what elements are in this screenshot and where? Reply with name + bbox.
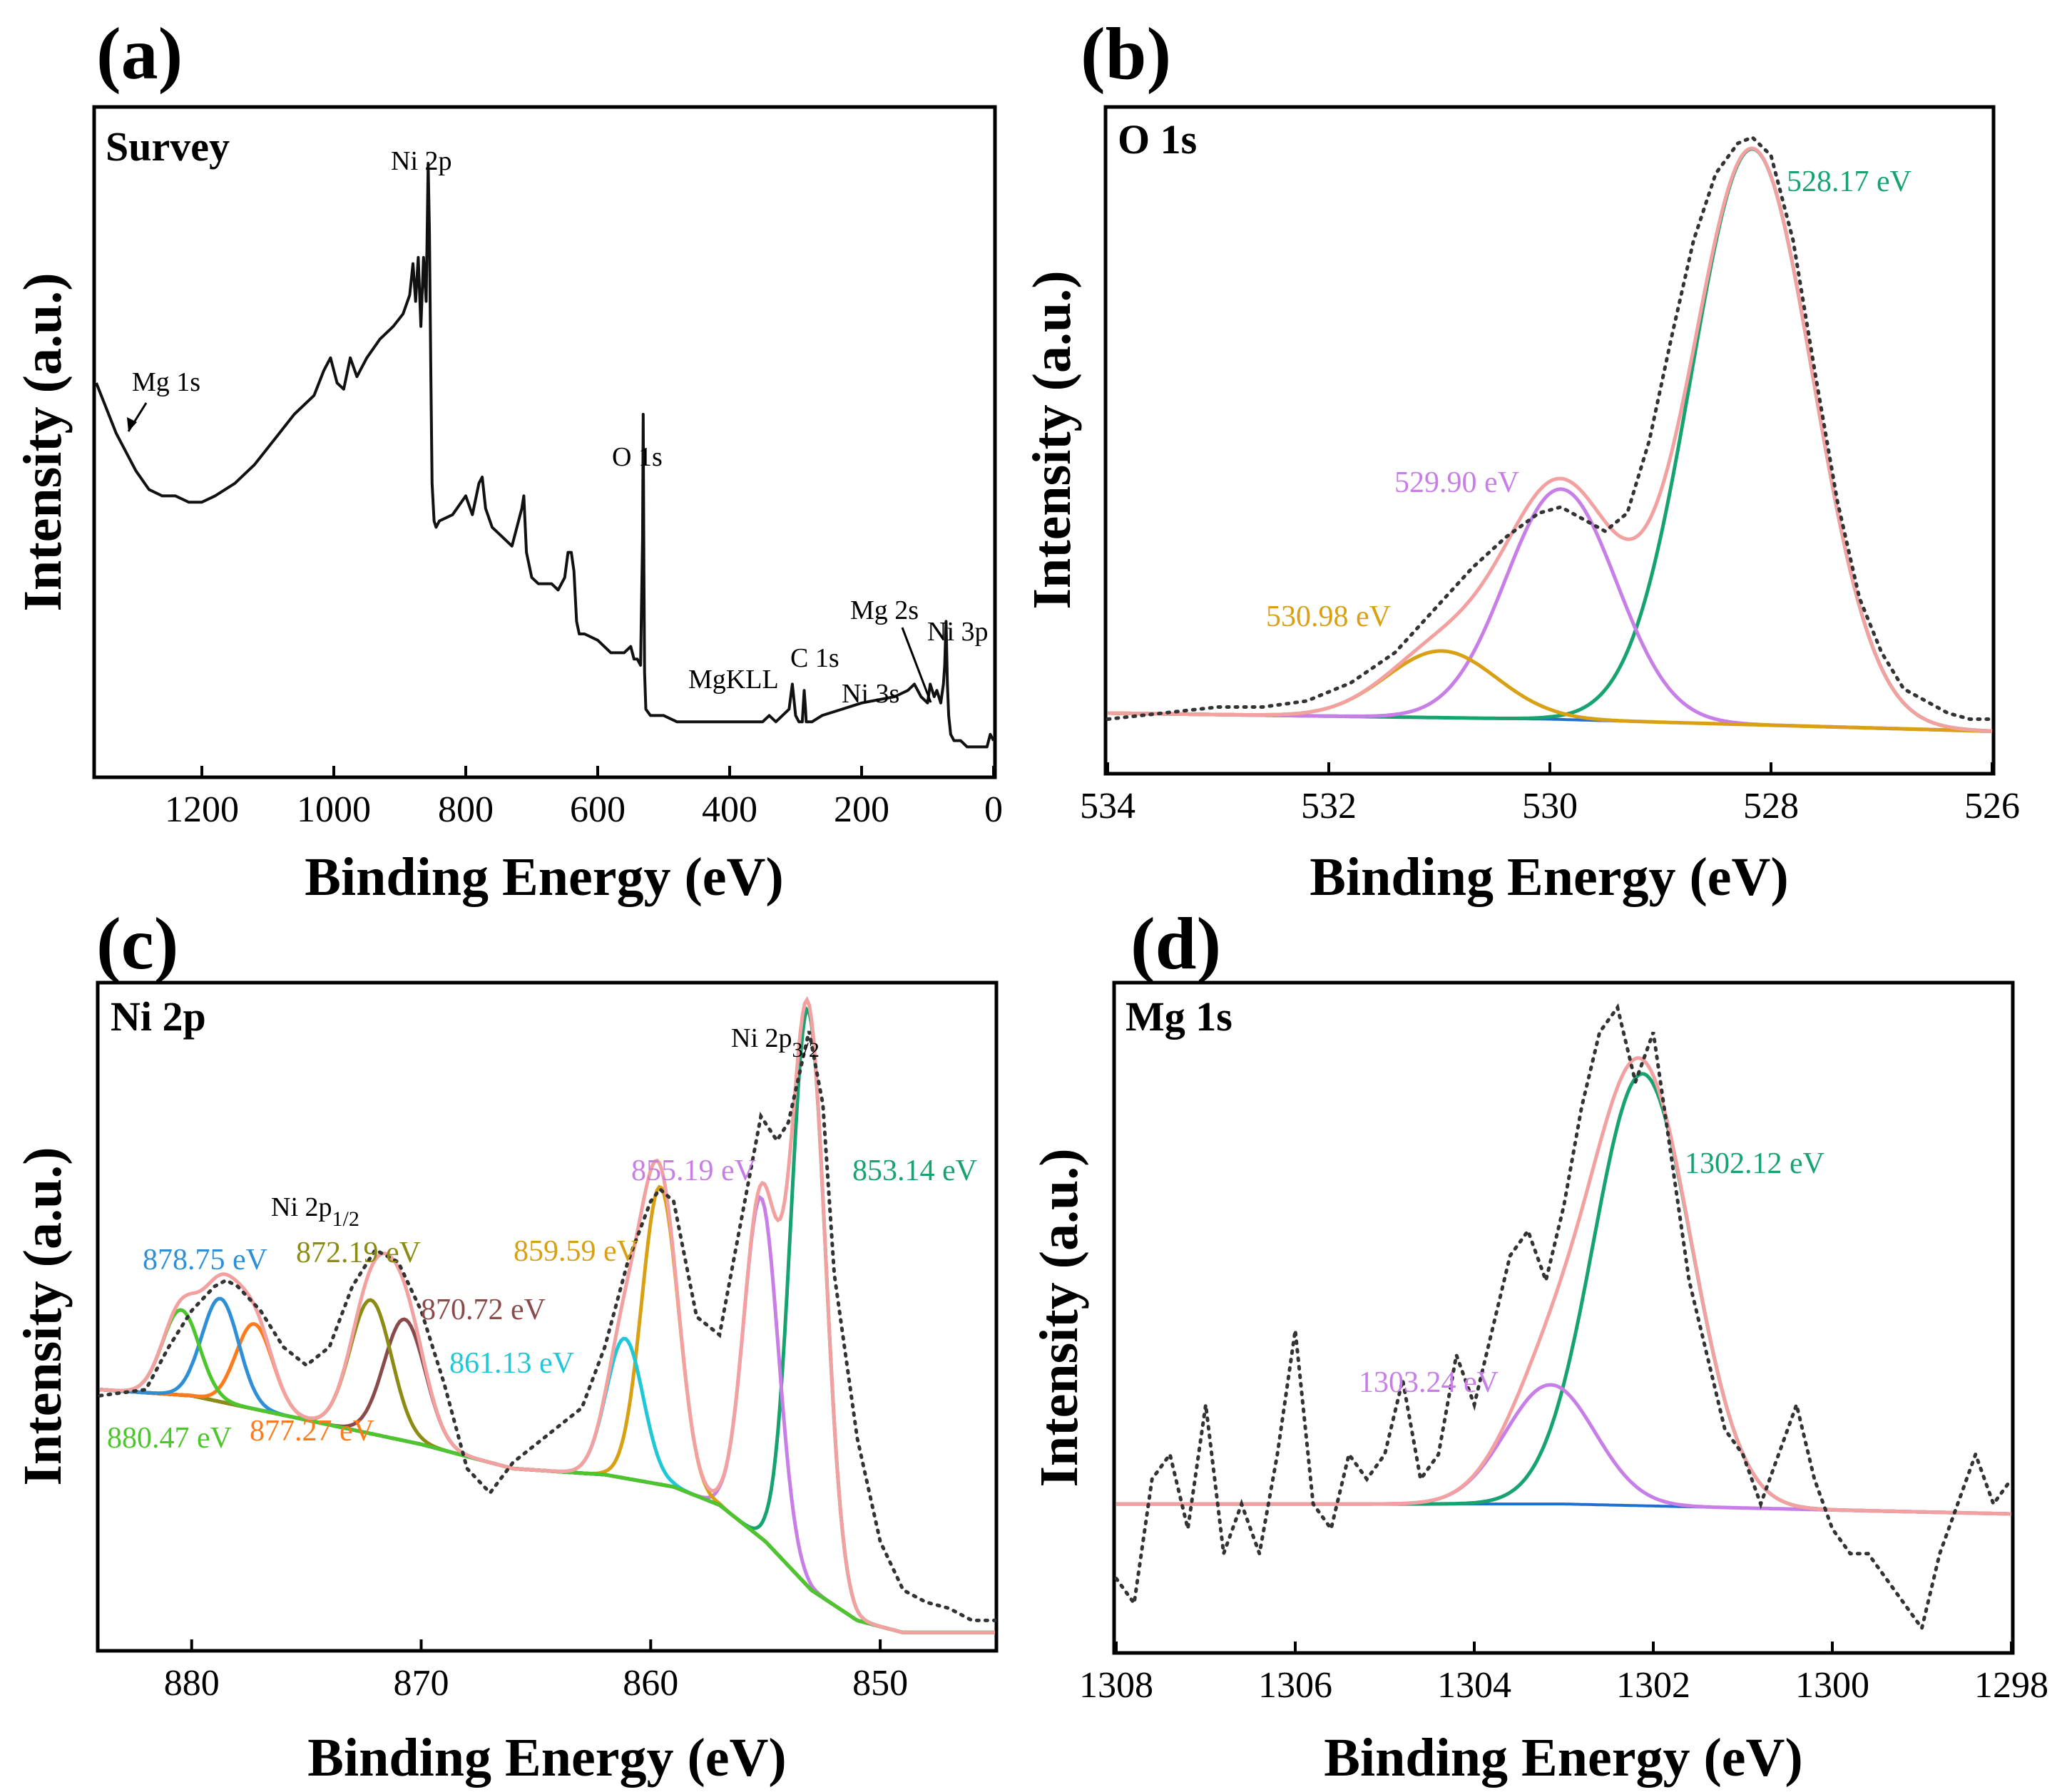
panel-label-c: (c): [96, 903, 178, 985]
peak-label-c-3: 861.13 eV: [449, 1347, 574, 1380]
annotation-ni2p: Ni 2p: [391, 146, 452, 176]
plot-frame-a: [92, 105, 997, 779]
x-tick-label-a: 800: [438, 789, 494, 830]
peak-label-b-1: 529.90 eV: [1394, 466, 1519, 499]
arrowhead-mg1s: [127, 417, 137, 431]
x-tick-label-a: 600: [570, 789, 626, 830]
panel-label-d: (d): [1130, 903, 1221, 985]
background-line-c: [99, 1388, 995, 1634]
x-tick-label-b: 532: [1301, 786, 1357, 826]
x-ticks-d: 1308 1306 1304 1302 1300 1298: [1079, 1642, 2048, 1706]
y-axis-label-c: Intensity (a.u.): [13, 1147, 73, 1485]
plot-area-d: [1114, 1003, 2013, 1633]
peak-label-c-2: 859.59 eV: [514, 1235, 638, 1268]
x-tick-label-d: 1298: [1974, 1665, 2048, 1706]
peak-label-b-0: 528.17 eV: [1787, 165, 1912, 198]
x-tick-label-c: 870: [394, 1663, 449, 1704]
plot-area-b: [1106, 135, 1994, 733]
peak-label-c-5: 872.19 eV: [296, 1237, 421, 1269]
panel-a-survey: (a) Survey 1200 1000 800 600 400 200 0 Binding…: [13, 13, 1003, 907]
experimental-data-d: [1114, 1003, 2013, 1633]
peak-component-d-0: [1116, 1072, 2011, 1516]
plot-area-c: [98, 996, 997, 1634]
panel-c-ni2p: (c) Ni 2p 880 870 860 850 853.14 eV 855.19 e…: [13, 903, 999, 1788]
experimental-data-b: [1106, 135, 1994, 721]
x-axis-label-b: Binding Energy (eV): [1310, 847, 1788, 907]
annotation-ni2p32: Ni 2p3/2: [731, 1023, 820, 1062]
panel-d-mg1s: (d) Mg 1s 1308 1306 1304 1302 1300 1298 1302.…: [1029, 903, 2048, 1788]
plot-frame-d: [1112, 981, 2015, 1655]
annotation-c1s: C 1s: [790, 643, 839, 673]
peak-label-c-8: 880.47 eV: [107, 1422, 232, 1455]
x-tick-label-d: 1302: [1616, 1665, 1690, 1706]
x-tick-label-a: 0: [984, 789, 1003, 830]
arrow-mg2s: [901, 627, 932, 703]
x-axis-label-d: Binding Energy (eV): [1324, 1728, 1802, 1788]
x-tick-label-b: 528: [1743, 786, 1799, 826]
envelope-line-c: [99, 996, 995, 1634]
x-ticks-b: 534 532 530 528 526: [1080, 762, 2020, 826]
plot-title-b: O 1s: [1118, 116, 1197, 163]
x-tick-label-d: 1300: [1795, 1665, 1869, 1706]
plot-title-a: Survey: [106, 123, 230, 170]
peak-label-c-7: 878.75 eV: [143, 1244, 267, 1276]
annotation-mgkll: MgKLL: [688, 665, 779, 695]
peak-component-d-1: [1116, 1383, 2011, 1516]
peak-component-c-3: [99, 1336, 995, 1634]
annotation-mg2s: Mg 2s: [850, 595, 919, 625]
x-tick-label-a: 400: [702, 789, 757, 830]
peak-label-c-0: 853.14 eV: [852, 1154, 977, 1187]
panel-label-a: (a): [96, 13, 183, 95]
peak-component-b-0: [1108, 147, 1993, 733]
peak-labels-c: 853.14 eV 855.19 eV 859.59 eV 861.13 eV 870.…: [107, 1154, 977, 1455]
x-tick-label-d: 1308: [1079, 1665, 1153, 1706]
y-axis-label-b: Intensity (a.u.): [1022, 270, 1082, 609]
peak-label-b-2: 530.98 eV: [1266, 600, 1391, 633]
plot-area-a: [95, 162, 995, 749]
series-survey-line: [95, 162, 995, 749]
annotation-o1s: O 1s: [612, 442, 663, 472]
x-ticks-a: 1200 1000 800 600 400 200 0: [165, 766, 1003, 830]
x-tick-label-b: 534: [1080, 786, 1135, 826]
plot-title-c: Ni 2p: [111, 993, 206, 1040]
x-tick-label-c: 860: [623, 1663, 678, 1704]
peak-label-c-6: 877.27 eV: [250, 1415, 374, 1448]
x-tick-label-a: 1000: [297, 789, 371, 830]
x-tick-label-b: 526: [1964, 786, 2020, 826]
plot-frame-c: [96, 981, 999, 1653]
y-axis-label-d: Intensity (a.u.): [1029, 1148, 1089, 1487]
x-tick-label-b: 530: [1522, 786, 1578, 826]
plot-frame-b: [1103, 105, 1996, 776]
y-axis-label-a: Intensity (a.u.): [13, 272, 73, 611]
x-tick-label-d: 1306: [1258, 1665, 1332, 1706]
annotation-ni2p12: Ni 2p1/2: [271, 1192, 359, 1231]
x-tick-label-c: 850: [852, 1663, 908, 1704]
x-ticks-c: 880 870 860 850: [164, 1639, 908, 1704]
experimental-data-c: [98, 1030, 997, 1622]
x-axis-label-a: Binding Energy (eV): [305, 847, 783, 907]
x-axis-label-c: Binding Energy (eV): [307, 1728, 786, 1788]
annotation-ni3s: Ni 3s: [842, 679, 899, 709]
panel-b-o1s: (b) O 1s 534 532 530 528 526 528.17 eV 529.90…: [1022, 13, 2020, 907]
panel-label-b: (b): [1081, 13, 1171, 95]
peak-label-c-1: 855.19 eV: [631, 1154, 756, 1187]
peak-label-d-0: 1302.12 eV: [1685, 1147, 1824, 1180]
x-tick-label-a: 1200: [165, 789, 239, 830]
peak-label-c-4: 870.72 eV: [421, 1294, 546, 1326]
x-tick-label-c: 880: [164, 1663, 220, 1704]
envelope-line-b: [1108, 146, 1993, 733]
plot-title-d: Mg 1s: [1126, 993, 1232, 1040]
peak-labels-b: 528.17 eV 529.90 eV 530.98 eV: [1266, 165, 1912, 633]
envelope-line-d: [1116, 1056, 2011, 1516]
x-tick-label-d: 1304: [1437, 1665, 1511, 1706]
peak-label-d-1: 1303.24 eV: [1359, 1366, 1499, 1399]
annotation-ni3p: Ni 3p: [927, 617, 989, 647]
x-tick-label-a: 200: [834, 789, 889, 830]
annotation-mg1s: Mg 1s: [132, 367, 200, 397]
peak-labels-d: 1302.12 eV 1303.24 eV: [1359, 1147, 1824, 1399]
